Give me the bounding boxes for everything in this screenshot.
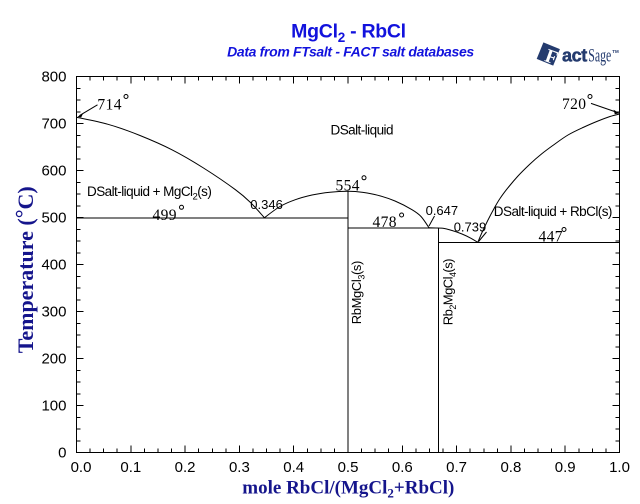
svg-text:TM: TM [612,49,619,54]
svg-text:0.8: 0.8 [500,459,521,476]
svg-text:0: 0 [58,445,66,462]
svg-text:0.5: 0.5 [338,459,359,476]
svg-text:478: 478 [373,214,397,231]
svg-text:200: 200 [41,351,66,368]
svg-text:1.0: 1.0 [609,459,630,476]
svg-text:447: 447 [539,229,563,246]
svg-text:0.3: 0.3 [229,459,250,476]
svg-text:MgCl2 - RbCl: MgCl2 - RbCl [291,20,406,45]
svg-text:0.346: 0.346 [250,197,283,212]
svg-text:500: 500 [41,210,66,227]
svg-text:0.1: 0.1 [120,459,141,476]
svg-text:0.647: 0.647 [426,203,459,218]
svg-text:mole RbCl/(MgCl2+RbCl): mole RbCl/(MgCl2+RbCl) [242,477,454,500]
svg-text:0.2: 0.2 [175,459,196,476]
svg-text:0.0: 0.0 [71,459,92,476]
svg-text:400: 400 [41,257,66,274]
svg-text:0.739: 0.739 [454,220,487,235]
svg-text:Rb2MgCl4(s): Rb2MgCl4(s) [441,259,459,325]
svg-text:act: act [562,46,587,66]
svg-text:DSalt-liquid + RbCl(s): DSalt-liquid + RbCl(s) [494,204,612,219]
svg-text:0.6: 0.6 [392,459,413,476]
svg-text:800: 800 [41,69,66,86]
svg-text:Data from FTsalt - FACT salt d: Data from FTsalt - FACT salt databases [227,44,474,60]
svg-text:Sage: Sage [588,46,611,67]
svg-text:100: 100 [41,398,66,415]
svg-text:0.4: 0.4 [283,459,304,476]
svg-text:DSalt-liquid: DSalt-liquid [331,122,393,137]
svg-text:554: 554 [336,178,360,195]
svg-text:600: 600 [41,163,66,180]
svg-text:0.9: 0.9 [555,459,576,476]
svg-text:714: 714 [97,97,121,114]
svg-text:300: 300 [41,304,66,321]
svg-text:DSalt-liquid + MgCl2(s): DSalt-liquid + MgCl2(s) [87,184,211,203]
svg-text:499: 499 [153,207,177,224]
svg-text:0.7: 0.7 [446,459,467,476]
svg-text:700: 700 [41,116,66,133]
svg-text:RbMgCl3(s): RbMgCl3(s) [349,261,367,324]
svg-text:720: 720 [562,96,586,113]
svg-text:Temperature (°C): Temperature (°C) [11,186,39,353]
